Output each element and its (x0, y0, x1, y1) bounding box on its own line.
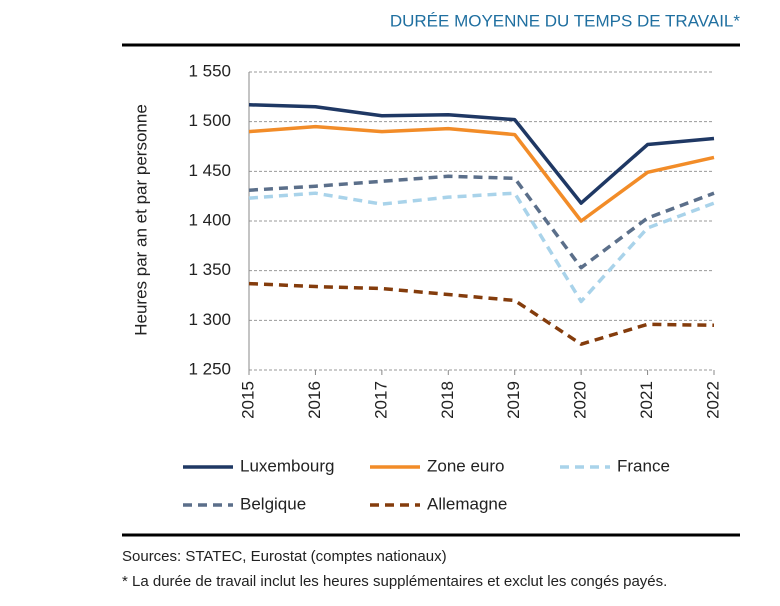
series-line (248, 281, 715, 346)
x-tick-label: 2018 (438, 381, 457, 419)
x-tick-label: 2015 (238, 381, 257, 419)
series-line (248, 191, 715, 304)
y-tick-label: 1 500 (188, 111, 231, 130)
y-tick-label: 1 550 (188, 61, 231, 80)
legend-label: Allemagne (427, 494, 507, 513)
series-line (248, 174, 715, 270)
footnote: * La durée de travail inclut les heures … (122, 573, 667, 590)
series-line (248, 103, 715, 205)
y-tick-label: 1 350 (188, 260, 231, 279)
x-tick-label: 2016 (305, 381, 324, 419)
chart-title: DURÉE MOYENNE DU TEMPS DE TRAVAIL* (390, 11, 741, 30)
series-line (248, 124, 715, 223)
legend-label: France (617, 456, 670, 475)
legend-label: Belgique (240, 494, 306, 513)
y-tick-label: 1 450 (188, 161, 231, 180)
x-tick-label: 2019 (504, 381, 523, 419)
legend-label: Zone euro (427, 456, 505, 475)
source: Sources: STATEC, Eurostat (comptes natio… (122, 548, 447, 565)
y-tick-label: 1 400 (188, 210, 231, 229)
legend-label: Luxembourg (240, 456, 335, 475)
x-tick-label: 2022 (703, 381, 722, 419)
y-axis-label: Heures par an et par personne (131, 104, 150, 336)
x-tick-label: 2017 (371, 381, 390, 419)
y-tick-label: 1 300 (188, 310, 231, 329)
x-tick-label: 2021 (637, 381, 656, 419)
x-tick-label: 2020 (571, 381, 590, 419)
y-tick-label: 1 250 (188, 359, 231, 378)
